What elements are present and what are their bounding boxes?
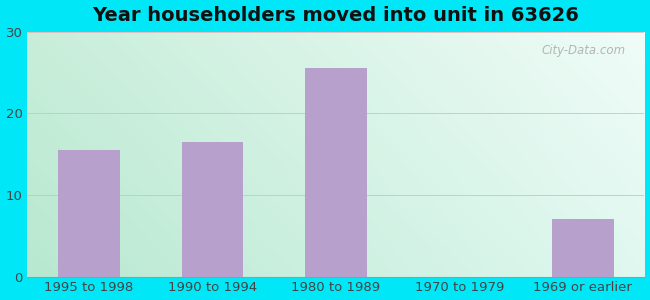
- Bar: [305, 68, 367, 277]
- Bar: [181, 142, 243, 277]
- Bar: [552, 219, 614, 277]
- Bar: [58, 150, 120, 277]
- Title: Year householders moved into unit in 63626: Year householders moved into unit in 636…: [92, 6, 579, 25]
- Text: City-Data.com: City-Data.com: [542, 44, 626, 57]
